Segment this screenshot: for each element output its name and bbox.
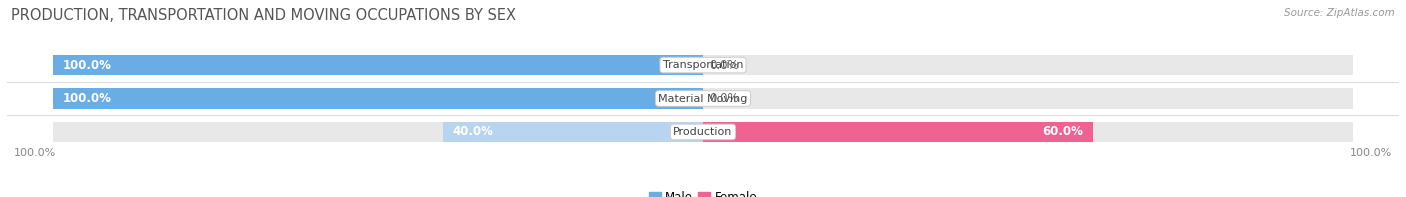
Text: Production: Production (673, 127, 733, 137)
Text: Transportation: Transportation (662, 60, 744, 70)
Text: 40.0%: 40.0% (453, 125, 494, 138)
Text: 0.0%: 0.0% (710, 92, 740, 105)
Text: 100.0%: 100.0% (14, 148, 56, 158)
Legend: Male, Female: Male, Female (644, 186, 762, 197)
Text: 100.0%: 100.0% (1350, 148, 1392, 158)
Bar (52, 88, 1354, 109)
Bar (52, 55, 703, 75)
Text: Source: ZipAtlas.com: Source: ZipAtlas.com (1284, 8, 1395, 18)
Text: 60.0%: 60.0% (1043, 125, 1084, 138)
Bar (703, 122, 1094, 142)
Bar (52, 55, 1354, 75)
Text: Material Moving: Material Moving (658, 94, 748, 103)
Text: 100.0%: 100.0% (62, 59, 111, 72)
Bar (52, 88, 703, 109)
Bar (52, 122, 1354, 142)
Bar (443, 122, 703, 142)
Text: 0.0%: 0.0% (710, 59, 740, 72)
Text: PRODUCTION, TRANSPORTATION AND MOVING OCCUPATIONS BY SEX: PRODUCTION, TRANSPORTATION AND MOVING OC… (11, 8, 516, 23)
Text: 100.0%: 100.0% (62, 92, 111, 105)
